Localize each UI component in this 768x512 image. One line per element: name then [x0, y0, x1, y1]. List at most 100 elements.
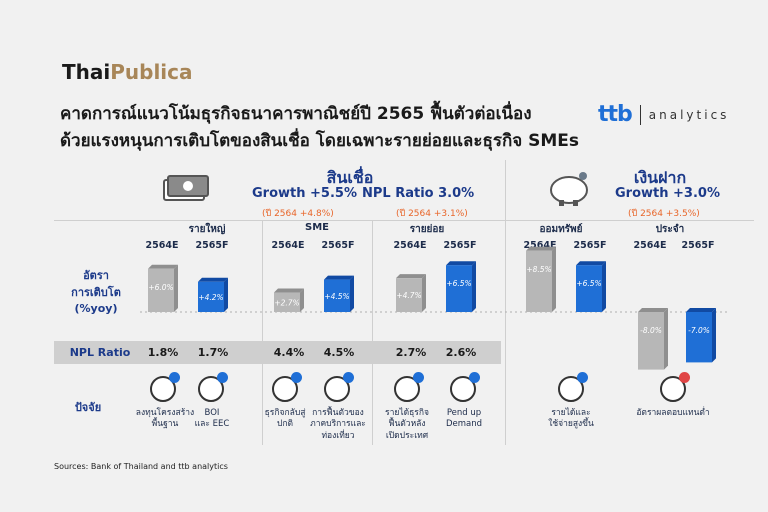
- income-icon: [394, 372, 424, 402]
- factor-label: ธุรกิจกลับสู่ ปกติ: [264, 408, 306, 430]
- bar-2564E-3: +8.5%: [526, 246, 556, 312]
- bar-value-label: +6.5%: [576, 279, 601, 288]
- bar-value-label: +6.0%: [148, 283, 173, 292]
- factor-label: อัตราผลตอบแทนต่ำ: [636, 408, 710, 418]
- bar-value-label: +2.7%: [274, 298, 299, 307]
- year-label: 2565F: [443, 240, 477, 251]
- source-note: Sources: Bank of Thailand and ttb analyt…: [54, 462, 228, 471]
- bar-face: [576, 265, 602, 312]
- bar-value-label: -8.0%: [640, 326, 662, 335]
- bar-side: [472, 261, 476, 312]
- bar-2565F-2: +6.5%: [446, 261, 476, 312]
- deposits-title: เงินฝาก: [633, 168, 687, 187]
- bar-top: [396, 274, 426, 279]
- wallet-icon: [558, 372, 588, 402]
- money-stack-icon: [163, 175, 209, 201]
- bar-side: [224, 277, 228, 312]
- bar-2564E-2: +4.7%: [396, 274, 426, 312]
- bar-face: [396, 278, 422, 312]
- bar-2564E-4: -8.0%: [638, 308, 668, 370]
- npl-value: 2.6%: [445, 346, 477, 359]
- logo-part1: Thai: [62, 60, 111, 84]
- factor-label: การฟื้นตัวของ ภาคบริการและ ท่องเที่ยว: [310, 408, 366, 441]
- bar-value-label: +4.7%: [396, 291, 421, 300]
- bar-top: [526, 246, 556, 251]
- bar-side: [174, 264, 178, 312]
- brand-divider: [639, 104, 641, 125]
- bar-2564E-0: +6.0%: [148, 264, 178, 312]
- bar-face: [686, 312, 712, 363]
- thaipublica-logo: ThaiPublica: [62, 60, 193, 84]
- year-label: 2564E: [393, 240, 427, 251]
- factor-label: BOI และ EEC: [194, 408, 230, 430]
- bar-top: [324, 275, 354, 280]
- bar-top: [446, 261, 476, 266]
- bar-value-label: +8.5%: [526, 265, 551, 274]
- factor-label: รายได้ธุรกิจ ฟื้นตัวหลัง เปิดประเทศ: [385, 408, 429, 441]
- bar-2565F-1: +4.5%: [324, 275, 354, 312]
- bar-value-label: -7.0%: [688, 326, 710, 335]
- loans-growth: Growth +5.5%: [252, 186, 357, 201]
- bar-face: [638, 312, 664, 370]
- bar-top: [686, 308, 716, 312]
- header-rule: [54, 220, 754, 221]
- group-label-fixed: ประจำ: [655, 224, 685, 235]
- npl-value: 1.7%: [197, 346, 229, 359]
- bar-value-label: +4.2%: [198, 293, 223, 302]
- npl-value: 4.5%: [323, 346, 355, 359]
- year-label: 2565F: [573, 240, 607, 251]
- bar-top: [576, 261, 606, 266]
- loans-npl-prev: (ปี 2564 +3.1%): [396, 209, 468, 219]
- bar-face: [198, 281, 224, 312]
- loans-npl: NPL Ratio 3.0%: [362, 186, 475, 201]
- tourism-icon: [324, 372, 354, 402]
- group-divider-1: [262, 220, 263, 445]
- bar-face: [446, 265, 472, 312]
- group-label-retail: รายย่อย: [409, 224, 445, 235]
- bar-side: [300, 288, 304, 312]
- bar-face: [324, 279, 350, 312]
- group-label-savings: ออมทรัพย์: [539, 224, 583, 235]
- group-label-sme: SME: [305, 222, 329, 233]
- bar-2565F-4: -7.0%: [686, 308, 716, 363]
- bar-value-label: +6.5%: [446, 279, 471, 288]
- ttb-wordmark: ttb: [598, 102, 633, 127]
- deposits-growth: Growth +3.0%: [615, 186, 720, 201]
- demand-icon: [450, 372, 480, 402]
- year-label: 2564E: [633, 240, 667, 251]
- bar-side: [664, 308, 668, 370]
- npl-band: [54, 341, 501, 364]
- piggy-bank-icon: [550, 172, 588, 206]
- ttb-analytics-logo: ttb analytics: [598, 102, 729, 127]
- bar-face: [526, 250, 552, 312]
- loans-growth-prev: (ปี 2564 +4.8%): [262, 209, 334, 219]
- bar-side: [552, 246, 556, 312]
- low-return-icon: [660, 372, 690, 402]
- loans-title: สินเชื่อ: [326, 168, 374, 187]
- bar-2565F-0: +4.2%: [198, 277, 228, 312]
- bar-top: [274, 288, 304, 293]
- bar-side: [350, 275, 354, 312]
- npl-value: 4.4%: [273, 346, 305, 359]
- bar-2565F-3: +6.5%: [576, 261, 606, 312]
- row-label-growth: อัตรา การเติบโต (%yoy): [71, 269, 121, 315]
- factor-label: Pend up Demand: [445, 408, 483, 430]
- group-divider-2: [372, 220, 373, 445]
- bar-value-label: +4.5%: [324, 292, 349, 301]
- factor-label: รายได้และ ใช้จ่ายสูงขึ้น: [548, 408, 594, 430]
- bar-face: [274, 292, 300, 312]
- bar-side: [422, 274, 426, 312]
- row-label-npl: NPL Ratio: [69, 346, 131, 359]
- factor-label: ลงทุนโครงสร้าง พื้นฐาน: [135, 408, 195, 430]
- year-label: 2564E: [145, 240, 179, 251]
- year-label: 2565F: [681, 240, 715, 251]
- road-investment-icon: [150, 372, 180, 402]
- headline-line1: คาดการณ์แนวโน้มธุรกิจธนาคารพาณิชย์ปี 256…: [60, 104, 532, 124]
- analytics-wordmark: analytics: [648, 107, 730, 122]
- row-label-factors: ปัจจัย: [74, 401, 102, 414]
- headline-line2: ด้วยแรงหนุนการเติบโตของสินเชื่อ โดยเฉพาะ…: [60, 131, 580, 151]
- bar-top: [148, 264, 178, 269]
- deposits-growth-prev: (ปี 2564 +3.5%): [628, 209, 700, 219]
- npl-value: 1.8%: [147, 346, 179, 359]
